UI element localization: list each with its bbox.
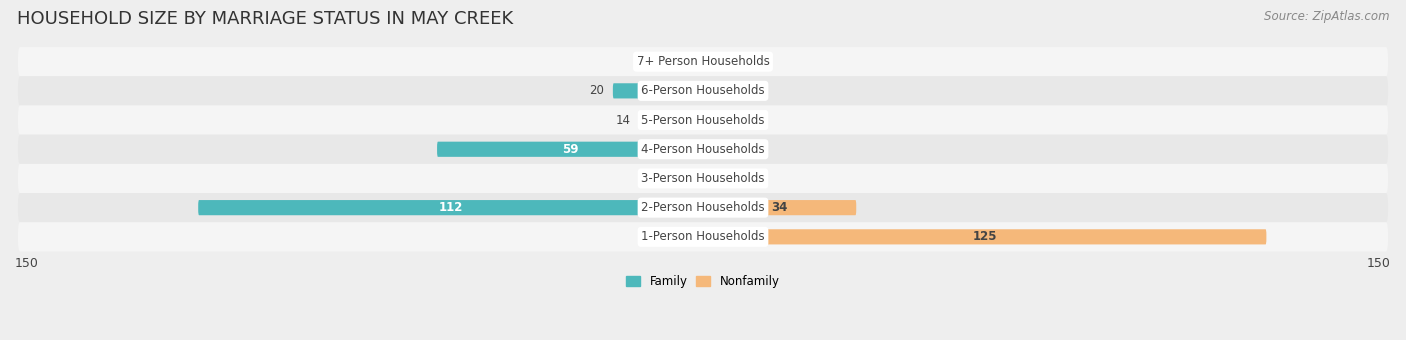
Text: 0: 0 <box>717 84 724 97</box>
Text: 3-Person Households: 3-Person Households <box>641 172 765 185</box>
Text: 7+ Person Households: 7+ Person Households <box>637 55 769 68</box>
Text: 0: 0 <box>717 55 724 68</box>
Text: 5-Person Households: 5-Person Households <box>641 114 765 126</box>
Text: 0: 0 <box>717 172 724 185</box>
Text: 20: 20 <box>589 84 603 97</box>
FancyBboxPatch shape <box>18 47 1388 76</box>
Text: 6-Person Households: 6-Person Households <box>641 84 765 97</box>
Text: 0: 0 <box>717 114 724 126</box>
FancyBboxPatch shape <box>18 164 1388 193</box>
FancyBboxPatch shape <box>437 142 703 157</box>
Text: 0: 0 <box>682 230 689 243</box>
Text: 0: 0 <box>717 143 724 156</box>
FancyBboxPatch shape <box>703 229 1267 244</box>
Text: HOUSEHOLD SIZE BY MARRIAGE STATUS IN MAY CREEK: HOUSEHOLD SIZE BY MARRIAGE STATUS IN MAY… <box>17 10 513 28</box>
FancyBboxPatch shape <box>703 200 856 215</box>
FancyBboxPatch shape <box>18 76 1388 105</box>
FancyBboxPatch shape <box>640 113 703 128</box>
FancyBboxPatch shape <box>613 83 703 99</box>
FancyBboxPatch shape <box>18 135 1388 164</box>
Legend: Family, Nonfamily: Family, Nonfamily <box>621 270 785 293</box>
Text: 2-Person Households: 2-Person Households <box>641 201 765 214</box>
Text: 59: 59 <box>562 143 578 156</box>
Text: 125: 125 <box>973 230 997 243</box>
FancyBboxPatch shape <box>18 193 1388 222</box>
Text: 112: 112 <box>439 201 463 214</box>
Text: Source: ZipAtlas.com: Source: ZipAtlas.com <box>1264 10 1389 23</box>
Text: 0: 0 <box>682 172 689 185</box>
Text: 1-Person Households: 1-Person Households <box>641 230 765 243</box>
FancyBboxPatch shape <box>18 222 1388 252</box>
FancyBboxPatch shape <box>18 105 1388 135</box>
Text: 0: 0 <box>682 55 689 68</box>
FancyBboxPatch shape <box>198 200 703 215</box>
Text: 34: 34 <box>772 201 787 214</box>
Text: 4-Person Households: 4-Person Households <box>641 143 765 156</box>
Text: 14: 14 <box>616 114 631 126</box>
